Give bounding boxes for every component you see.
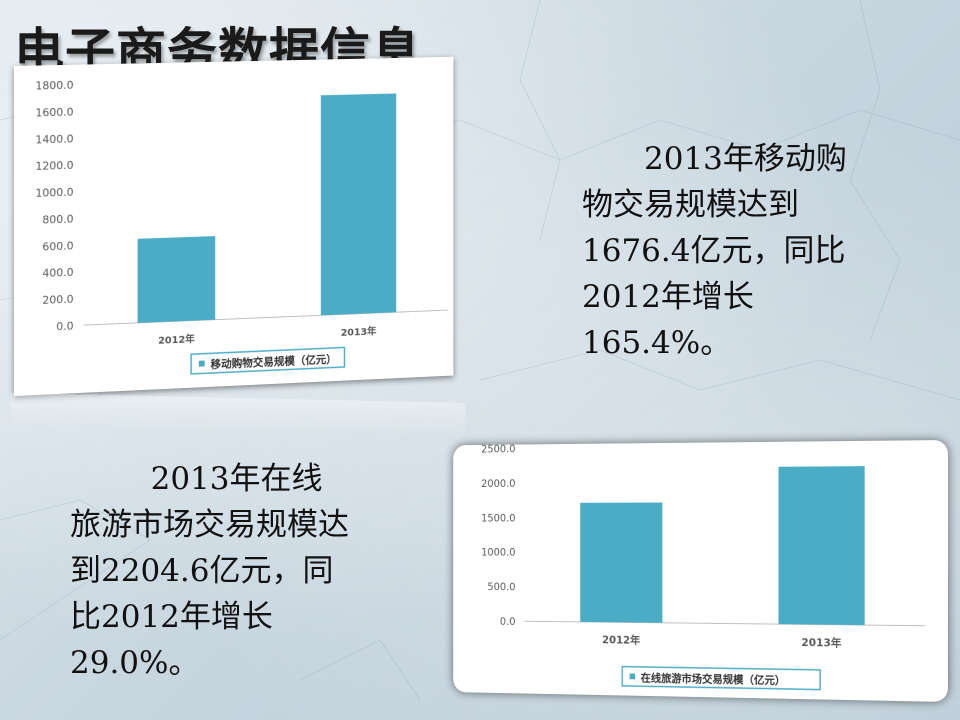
y-tick-label: 2500.0 (481, 442, 516, 455)
mobile-shopping-chart: 0.0 200.0 400.0 600.0 800.0 1000.0 1200.0 1400.… (14, 56, 454, 396)
y-tick-label: 1500.0 (481, 511, 516, 524)
x-axis-line (524, 621, 925, 625)
y-tick-label: 1200.0 (35, 159, 73, 173)
y-tick-label: 1800.0 (35, 79, 73, 93)
legend-swatch (198, 360, 205, 367)
y-tick-label: 0.0 (500, 615, 516, 628)
legend-box (622, 667, 820, 690)
y-tick-label: 2000.0 (481, 477, 516, 490)
online-travel-paragraph: 2013年在线旅游市场交易规模达到2204.6亿元，同比2012年增长29.0%… (70, 461, 349, 681)
legend-swatch (629, 673, 636, 680)
category-label: 2012年 (602, 633, 641, 646)
y-tick-label: 800.0 (42, 212, 73, 226)
y-tick-label: 1000.0 (481, 546, 516, 559)
legend-label: 移动购物交易规模（亿元） (210, 352, 336, 371)
bar (137, 236, 216, 323)
y-tick-label: 600.0 (42, 239, 73, 253)
bar (320, 93, 397, 316)
bar (580, 502, 663, 623)
y-tick-label: 1600.0 (35, 105, 73, 119)
bar (778, 466, 865, 626)
online-travel-chart: 0.0 500.0 1000.0 1500.0 2000.0 2500.0 2012年 201… (453, 440, 948, 702)
y-tick-label: 1400.0 (35, 132, 73, 146)
legend-label: 在线旅游市场交易规模（亿元） (641, 671, 786, 687)
category-label: 2013年 (341, 325, 377, 339)
online-travel-chart-svg: 0.0 500.0 1000.0 1500.0 2000.0 2500.0 2012年 201… (481, 442, 948, 702)
y-tick-label: 500.0 (487, 580, 515, 593)
category-label: 2012年 (158, 332, 195, 346)
y-tick-label: 1000.0 (35, 186, 73, 200)
y-tick-label: 0.0 (56, 320, 73, 334)
y-tick-label: 400.0 (42, 266, 73, 280)
legend-box (191, 347, 344, 373)
mobile-shopping-paragraph: 2013年移动购物交易规模达到1676.4亿元，同比2012年增长165.4%。 (582, 141, 847, 361)
mobile-shopping-chart-svg: 0.0 200.0 400.0 600.0 800.0 1000.0 1200.0 1400.… (35, 79, 453, 396)
category-label: 2013年 (801, 636, 841, 650)
y-tick-label: 200.0 (42, 293, 73, 307)
